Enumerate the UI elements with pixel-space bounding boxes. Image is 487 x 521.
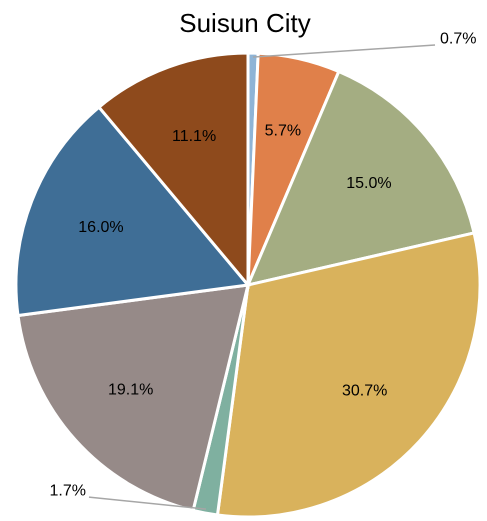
- data-label: 5.7%: [265, 122, 301, 139]
- chart-title: Suisun City: [179, 8, 311, 38]
- data-label: 1.7%: [50, 482, 86, 499]
- data-label: 16.0%: [78, 219, 123, 236]
- pie-slice: [215, 231, 482, 519]
- leader-line: [252, 44, 436, 58]
- data-label: 15.0%: [346, 175, 391, 192]
- pie-slice: [16, 283, 250, 513]
- pie-slice: [245, 69, 476, 288]
- leader-line: [88, 496, 207, 510]
- data-label: 30.7%: [342, 382, 387, 399]
- data-label: 0.7%: [440, 30, 476, 47]
- data-label: 19.1%: [108, 382, 153, 399]
- pie-slice: [14, 105, 251, 318]
- pie-slice: [96, 51, 250, 290]
- data-label: 11.1%: [172, 128, 216, 145]
